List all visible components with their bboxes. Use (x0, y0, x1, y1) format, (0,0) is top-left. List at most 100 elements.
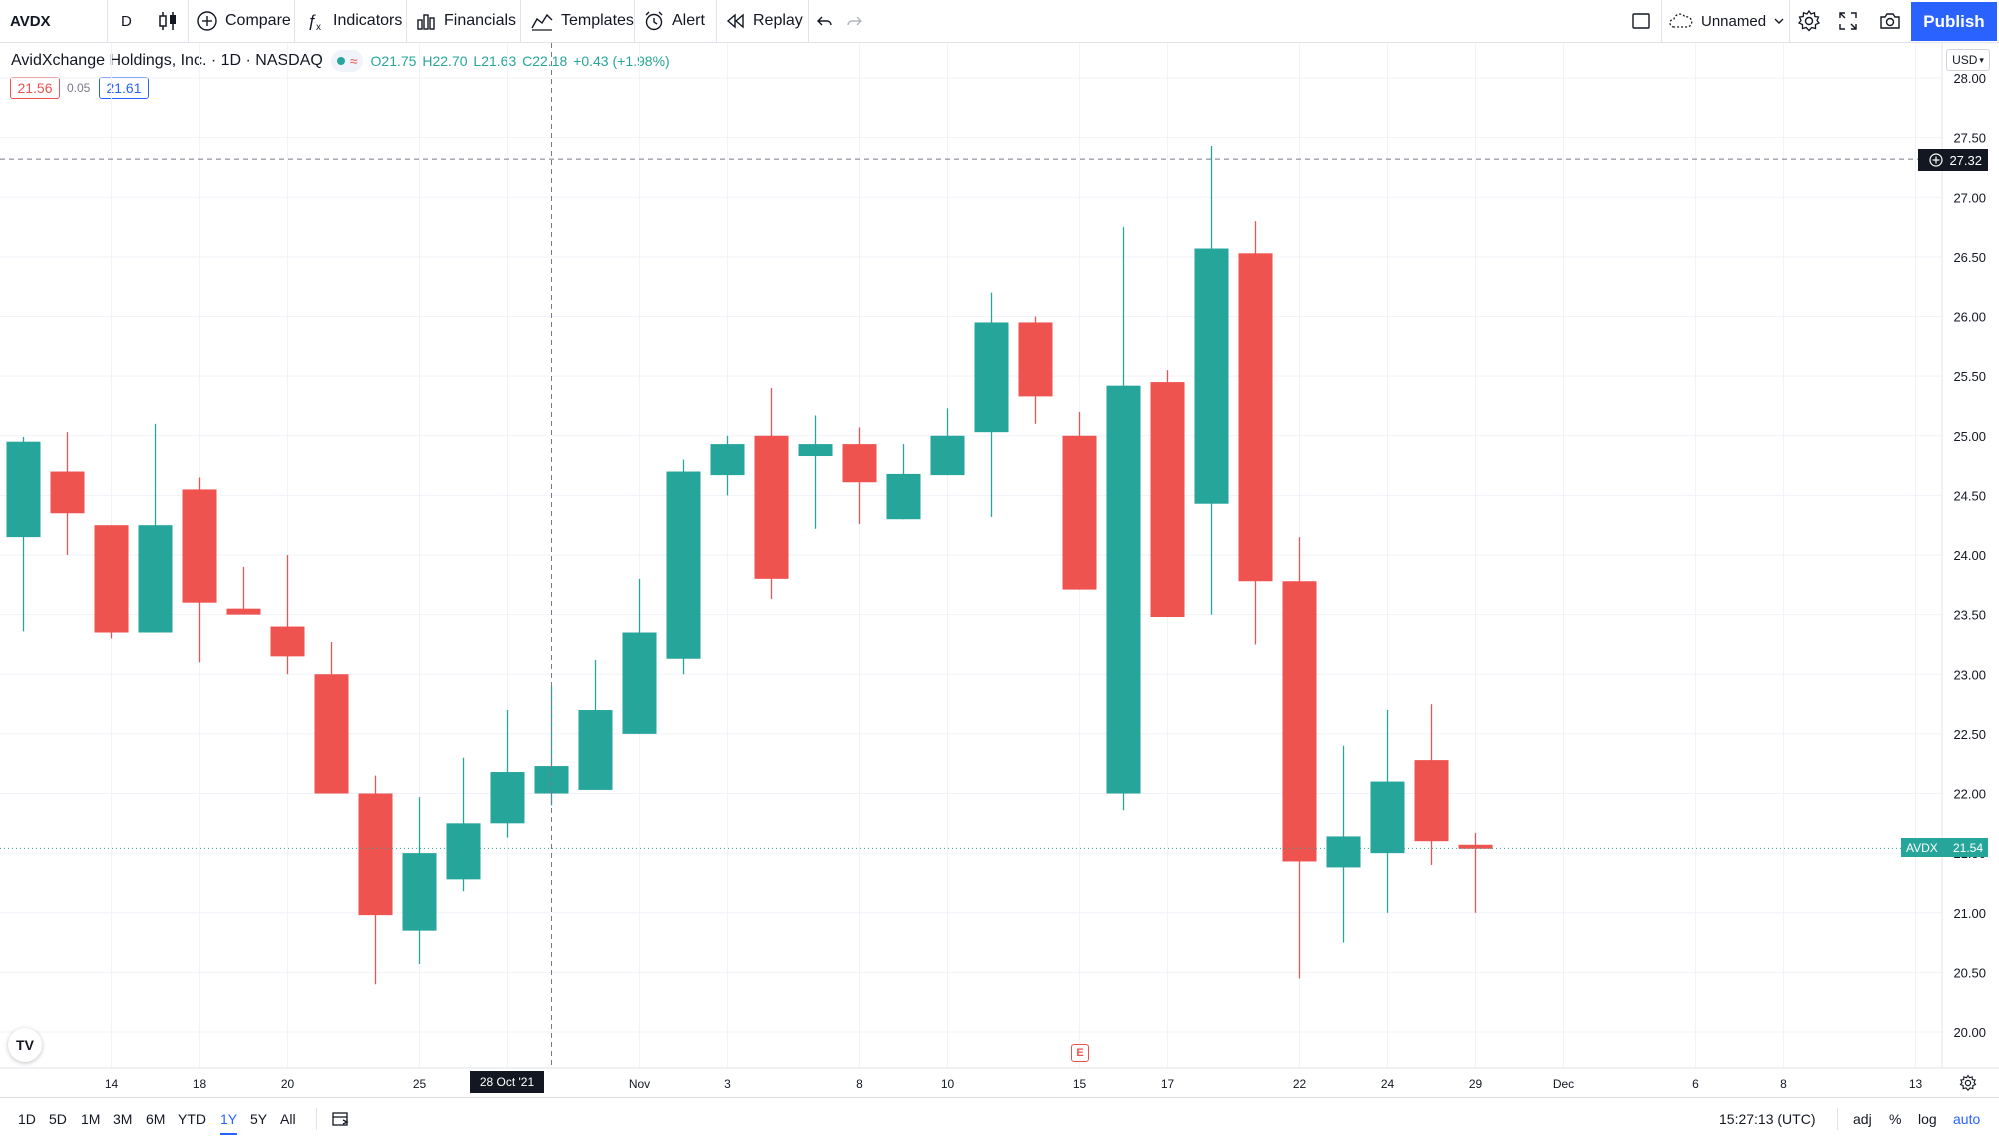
add-plus-icon[interactable] (1929, 153, 1944, 167)
currency-button[interactable]: USD ▾ (1946, 49, 1990, 71)
chart-type-button[interactable] (157, 0, 179, 42)
candle-body (94, 525, 129, 633)
ohlc-values: O21.75 H22.70 L21.63 C22.18 +0.43 (+1.98… (371, 53, 672, 69)
candle-body (490, 772, 525, 824)
candle-body (1018, 322, 1053, 397)
candle-body (1238, 253, 1273, 582)
redo-icon (847, 16, 862, 26)
price-chart[interactable]: 20.0020.5021.0021.5022.0022.5023.0023.50… (0, 43, 1999, 1097)
candle-body (358, 793, 393, 916)
open-value: O21.75 (370, 53, 417, 69)
time-tick-label: 17 (1161, 1077, 1175, 1091)
close-value: C22.18 (522, 53, 568, 69)
camera-icon (1880, 13, 1900, 29)
redo-button[interactable] (845, 0, 863, 42)
chevron-down-icon (1774, 18, 1784, 24)
candle-body (446, 823, 481, 880)
crosshair-price: 27.32 (1949, 152, 1982, 168)
last-price-symbol: AVDX (1906, 840, 1938, 855)
divider (406, 0, 407, 42)
range-button-1d[interactable]: 1D (18, 1110, 36, 1127)
candle-body (754, 435, 789, 579)
price-tick-label: 25.00 (1953, 429, 1986, 444)
symbol-search-button[interactable]: AVDX (10, 12, 51, 30)
symbol-title[interactable]: AvidXchange Holdings, Inc. · 1D · NASDAQ (11, 52, 323, 69)
earnings-marker-icon[interactable]: E (1071, 1044, 1089, 1062)
compare-button[interactable]: Compare (196, 0, 291, 42)
price-tick-label: 20.00 (1953, 1025, 1986, 1040)
range-button-all[interactable]: All (280, 1110, 296, 1127)
replay-button[interactable]: Replay (726, 0, 803, 42)
time-tick-label: 29 (1469, 1077, 1483, 1091)
layout-name-button[interactable]: Unnamed (1668, 0, 1785, 42)
tradingview-logo-icon[interactable]: TV (8, 1028, 42, 1062)
indicators-button[interactable]: ƒ x Indicators (304, 0, 402, 42)
candle-body (666, 471, 701, 659)
interval-button[interactable]: D (121, 12, 132, 30)
range-button-5d[interactable]: 5D (49, 1110, 67, 1127)
candle-body (1326, 836, 1361, 868)
candle-body (1370, 781, 1405, 854)
clock-time[interactable]: 15:27:13 (UTC) (1719, 1110, 1816, 1127)
range-button-ytd[interactable]: YTD (178, 1110, 206, 1127)
range-button-3m[interactable]: 3M (113, 1110, 133, 1127)
financials-button[interactable]: Financials (415, 0, 516, 42)
time-tick-label: 15 (1073, 1077, 1087, 1091)
candles-icon (159, 12, 176, 30)
divider (316, 1108, 317, 1130)
chart-legend: AvidXchange Holdings, Inc. · 1D · NASDAQ… (11, 50, 672, 72)
time-tick-label: 22 (1293, 1077, 1307, 1091)
bar-chart-icon (417, 14, 435, 30)
price-tick-label: 23.50 (1953, 608, 1986, 623)
divider (1661, 0, 1662, 42)
svg-text:ƒ: ƒ (307, 11, 316, 30)
candle-body (710, 444, 745, 476)
time-tick-label: Dec (1553, 1077, 1574, 1091)
settings-button[interactable] (1797, 0, 1821, 42)
price-tick-label: 20.50 (1953, 965, 1986, 980)
calendar-arrow-icon (332, 1111, 349, 1126)
publish-button[interactable]: Publish (1911, 2, 1997, 41)
market-status-pill[interactable]: ≈ (330, 50, 363, 72)
range-button-1y[interactable]: 1Y (220, 1098, 238, 1139)
undo-button[interactable] (816, 0, 834, 42)
cloud-icon (1669, 13, 1693, 28)
percent-scale-button[interactable]: % (1889, 1110, 1902, 1127)
crosshair-price-label: 27.32 (1918, 149, 1988, 171)
candle-body (6, 441, 41, 538)
price-tick-label: 22.50 (1953, 727, 1986, 742)
candle-body (578, 710, 613, 790)
range-button-1m[interactable]: 1M (81, 1110, 101, 1127)
go-to-date-button[interactable] (331, 1098, 351, 1139)
range-button-5y[interactable]: 5Y (250, 1110, 268, 1127)
spread-value: 0.05 (67, 81, 91, 95)
square-icon (1632, 13, 1650, 29)
rewind-icon (726, 13, 744, 29)
select-layout-button[interactable] (1630, 0, 1652, 42)
adjust-button[interactable]: adj (1853, 1110, 1872, 1127)
axis-settings-button[interactable] (1955, 1071, 1981, 1095)
snapshot-button[interactable] (1878, 0, 1902, 42)
templates-button[interactable]: Templates (530, 0, 634, 42)
time-tick-label: 10 (941, 1077, 955, 1091)
fullscreen-button[interactable] (1837, 0, 1859, 42)
price-tick-label: 27.00 (1953, 190, 1986, 205)
candle-body (1414, 760, 1449, 842)
templates-label: Templates (561, 12, 634, 29)
divider (188, 0, 189, 42)
alert-button[interactable]: Alert (643, 0, 705, 42)
time-axis: 1418202527Nov38101517222429Dec6813 (0, 1067, 1999, 1091)
auto-scale-button[interactable]: auto (1953, 1110, 1981, 1127)
divider (1789, 0, 1790, 42)
indicators-label: Indicators (333, 12, 403, 29)
candle-body (1150, 382, 1185, 618)
svg-text:x: x (316, 22, 321, 32)
range-button-6m[interactable]: 6M (146, 1110, 166, 1127)
price-tick-label: 21.00 (1953, 906, 1986, 921)
delayed-data-icon: ≈ (349, 53, 358, 69)
price-tick-label: 28.00 (1953, 71, 1986, 86)
log-scale-button[interactable]: log (1918, 1110, 1937, 1127)
alarm-clock-icon (645, 11, 663, 31)
candle-body (1062, 435, 1097, 590)
candle-body (314, 674, 349, 794)
